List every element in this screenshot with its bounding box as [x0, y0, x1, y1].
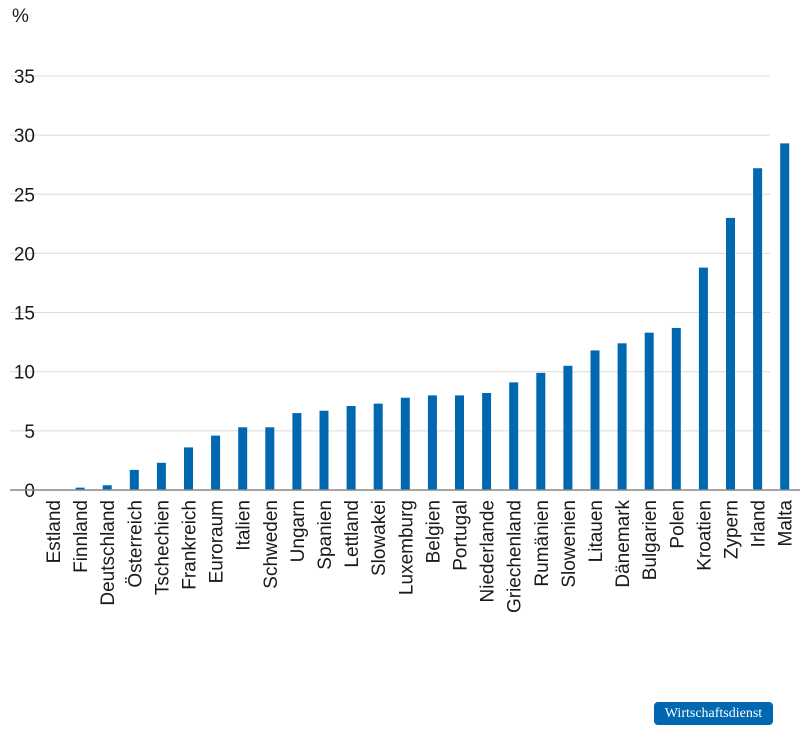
bar-österreich [129, 469, 139, 490]
bar-slowakei [373, 403, 383, 490]
bar-ungarn [292, 413, 302, 490]
x-tick-label: Kroatien [694, 500, 715, 571]
bar-dänemark [617, 343, 627, 490]
bar-tschechien [156, 462, 166, 490]
y-tick-label: 0 [24, 481, 35, 502]
bar-litauen [590, 350, 600, 490]
bar-niederlande [482, 392, 492, 490]
x-tick-label: Ungarn [288, 500, 309, 562]
x-tick-label: Finnland [71, 500, 92, 573]
bar-schweden [265, 427, 275, 490]
bar-malta [780, 143, 790, 491]
x-tick-label: Tschechien [152, 500, 173, 595]
x-tick-label: Estland [44, 500, 65, 563]
bar-frankreich [184, 447, 193, 490]
y-tick-label: 15 [14, 304, 35, 325]
bar-irland [753, 168, 763, 490]
bar-euroraum [211, 435, 221, 490]
bar-belgien [427, 395, 437, 490]
x-tick-label: Österreich [125, 500, 146, 588]
bar-spanien [319, 410, 329, 490]
x-tick-label: Deutschland [98, 500, 119, 606]
x-tick-label: Luxemburg [396, 500, 417, 595]
bar-finnland [75, 487, 85, 490]
y-tick-label: 10 [14, 363, 35, 384]
x-tick-label: Litauen [586, 500, 607, 562]
x-tick-label: Lettland [342, 500, 363, 568]
bar-luxemburg [400, 397, 410, 490]
x-tick-label: Italien [234, 500, 255, 551]
x-tick-label: Schweden [261, 500, 282, 589]
y-tick-label: 20 [14, 244, 35, 265]
x-tick-label: Zypern [722, 500, 743, 559]
x-tick-label: Bulgarien [640, 500, 661, 580]
bar-zypern [726, 217, 735, 490]
x-tick-label: Malta [776, 500, 797, 547]
x-tick-label: Griechenland [505, 500, 526, 613]
x-tick-label: Slowenien [559, 500, 580, 588]
y-tick-label: 35 [14, 67, 35, 88]
x-tick-label: Rumänien [532, 500, 553, 587]
x-tick-label: Dänemark [613, 500, 634, 588]
bar-portugal [455, 395, 464, 490]
bar-rumänien [536, 372, 546, 490]
x-tick-label: Slowakei [369, 500, 390, 576]
x-tick-label: Spanien [315, 500, 336, 570]
bar-italien [238, 427, 248, 490]
x-tick-label: Frankreich [180, 500, 201, 590]
bar-lettland [346, 406, 356, 490]
x-tick-label: Niederlande [478, 500, 499, 602]
y-tick-label: 5 [24, 422, 35, 443]
y-tick-label: 30 [14, 126, 35, 147]
x-tick-label: Belgien [423, 500, 444, 563]
bar-bulgarien [644, 332, 654, 490]
x-tick-label: Euroraum [207, 500, 228, 583]
bar-slowenien [563, 365, 573, 490]
x-tick-label: Irland [749, 500, 770, 548]
bar-deutschland [102, 485, 112, 490]
x-tick-label: Polen [667, 500, 688, 549]
bar-griechenland [509, 382, 519, 490]
bar-kroatien [698, 267, 708, 490]
x-tick-label: Portugal [451, 500, 472, 571]
y-tick-label: 25 [14, 185, 35, 206]
bar-polen [671, 327, 681, 490]
y-axis-unit-label: % [12, 6, 29, 27]
wirtschaftsdienst-logo: Wirtschaftsdienst [654, 702, 773, 725]
